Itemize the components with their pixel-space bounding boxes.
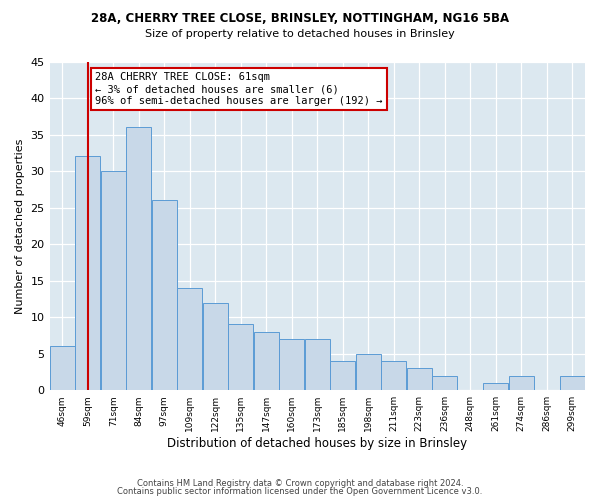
Bar [433, 376, 457, 390]
Bar [50, 346, 74, 390]
Bar [178, 288, 202, 390]
Text: 28A, CHERRY TREE CLOSE, BRINSLEY, NOTTINGHAM, NG16 5BA: 28A, CHERRY TREE CLOSE, BRINSLEY, NOTTIN… [91, 12, 509, 26]
Bar [382, 361, 406, 390]
Text: Contains HM Land Registry data © Crown copyright and database right 2024.: Contains HM Land Registry data © Crown c… [137, 478, 463, 488]
Bar [407, 368, 431, 390]
Bar [305, 339, 329, 390]
Bar [203, 302, 227, 390]
Bar [560, 376, 584, 390]
Y-axis label: Number of detached properties: Number of detached properties [15, 138, 25, 314]
Bar [484, 383, 508, 390]
Bar [76, 156, 100, 390]
Text: 28A CHERRY TREE CLOSE: 61sqm
← 3% of detached houses are smaller (6)
96% of semi: 28A CHERRY TREE CLOSE: 61sqm ← 3% of det… [95, 72, 383, 106]
Bar [356, 354, 380, 390]
Text: Contains public sector information licensed under the Open Government Licence v3: Contains public sector information licen… [118, 487, 482, 496]
Text: Size of property relative to detached houses in Brinsley: Size of property relative to detached ho… [145, 29, 455, 39]
Bar [331, 361, 355, 390]
Bar [229, 324, 253, 390]
Bar [509, 376, 533, 390]
Bar [152, 200, 176, 390]
Bar [254, 332, 278, 390]
Bar [127, 127, 151, 390]
X-axis label: Distribution of detached houses by size in Brinsley: Distribution of detached houses by size … [167, 437, 467, 450]
Bar [280, 339, 304, 390]
Bar [101, 171, 125, 390]
